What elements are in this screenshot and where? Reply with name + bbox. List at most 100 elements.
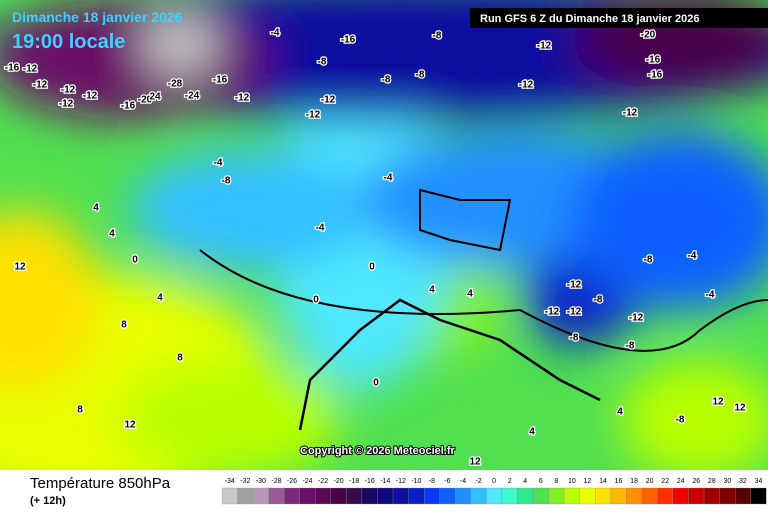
isotherm-label: 0 bbox=[369, 262, 375, 273]
color-swatch bbox=[532, 487, 549, 505]
color-swatch bbox=[330, 487, 347, 505]
isotherm-label: 0 bbox=[132, 255, 138, 266]
isotherm-label: -8 bbox=[570, 333, 579, 344]
scale-label: 14 bbox=[599, 478, 607, 485]
isotherm-label: -12 bbox=[629, 313, 644, 324]
date: Dimanche 18 janvier 2026 bbox=[12, 9, 183, 25]
isotherm-label: 8 bbox=[177, 353, 183, 364]
isotherm-label: 24 bbox=[149, 92, 161, 103]
scale-label: -34 bbox=[225, 478, 235, 485]
scale-label: -10 bbox=[411, 478, 421, 485]
run-info: Run GFS 6 Z du Dimanche 18 janvier 2026 bbox=[480, 13, 699, 25]
scale-label: 30 bbox=[723, 478, 731, 485]
isotherm-labels: -16 -12-12 -12-12-12 -16-2024-28-24-16-12-4… bbox=[4, 26, 748, 469]
scale-label: -32 bbox=[240, 478, 250, 485]
isotherm-label: -8 bbox=[594, 295, 603, 306]
color-swatch bbox=[735, 487, 751, 505]
isotherm-label: 12 bbox=[712, 397, 724, 408]
color-swatch bbox=[501, 487, 518, 505]
isotherm-label: 4 bbox=[617, 407, 623, 418]
scale-label: 8 bbox=[554, 478, 558, 485]
isotherm-label: 0 bbox=[373, 378, 379, 389]
color-swatch bbox=[688, 487, 705, 505]
isotherm-label: -4 bbox=[688, 251, 697, 262]
isotherm-label: -12 bbox=[59, 99, 74, 110]
scale-label: -12 bbox=[396, 478, 406, 485]
color-swatch bbox=[657, 487, 674, 505]
color-swatch bbox=[361, 487, 378, 505]
color-swatch bbox=[610, 487, 627, 505]
isotherm-label: -16 bbox=[341, 35, 356, 46]
scale-label: 6 bbox=[539, 478, 543, 485]
color-swatch bbox=[579, 487, 596, 505]
isotherm-label: -8 bbox=[416, 70, 425, 81]
isotherm-label: 8 bbox=[121, 320, 127, 331]
scale-label: 18 bbox=[630, 478, 638, 485]
scale-label: -26 bbox=[287, 478, 297, 485]
isotherm-label: -12 bbox=[537, 41, 552, 52]
isotherm-label: -16 bbox=[5, 63, 20, 74]
legend-title: Température 850hPa bbox=[30, 475, 171, 492]
scale-label: 10 bbox=[568, 478, 576, 485]
isotherm-label: -12 bbox=[23, 64, 38, 75]
color-swatch bbox=[703, 487, 720, 505]
scale-label: -22 bbox=[318, 478, 328, 485]
scale-label: -14 bbox=[380, 478, 390, 485]
isotherm-label: -12 bbox=[33, 80, 48, 91]
color-scale: -34 -32 -30 -28 -26 -24 -22 -20 -18 -16 -14 -12 -10-… bbox=[221, 478, 767, 505]
color-swatch bbox=[237, 487, 254, 505]
isotherm-label: -24 bbox=[185, 91, 200, 102]
color-swatch bbox=[299, 487, 316, 505]
isotherm-label: -12 bbox=[567, 307, 582, 318]
color-swatch bbox=[439, 487, 456, 505]
isotherm-label: -12 bbox=[83, 91, 98, 102]
isotherm-label: -8 bbox=[222, 176, 231, 187]
color-swatch bbox=[750, 487, 767, 505]
scale-label: 34 bbox=[755, 478, 763, 485]
color-swatch bbox=[455, 487, 471, 505]
isotherm-label: -8 bbox=[433, 31, 442, 42]
color-swatch bbox=[408, 487, 425, 505]
isotherm-label: -20 bbox=[641, 30, 656, 41]
time: 19:00 locale bbox=[12, 31, 125, 53]
scale-label: 28 bbox=[708, 478, 716, 485]
color-swatch bbox=[517, 487, 534, 505]
isotherm-label: 0 bbox=[313, 295, 319, 306]
legend-subtitle: (+ 12h) bbox=[30, 495, 66, 507]
isotherm-label: -8 bbox=[676, 415, 685, 426]
color-swatch bbox=[563, 487, 580, 505]
color-swatch bbox=[719, 487, 736, 505]
isotherm-label: -16 bbox=[121, 101, 136, 112]
scale-label: 22 bbox=[661, 478, 669, 485]
scale-label: 16 bbox=[615, 478, 623, 485]
color-swatch bbox=[595, 487, 611, 505]
run-box bbox=[470, 8, 768, 28]
scale-label: 24 bbox=[677, 478, 685, 485]
scale-label: 26 bbox=[692, 478, 700, 485]
color-swatch bbox=[392, 487, 409, 505]
isotherm-label: -12 bbox=[61, 85, 76, 96]
isotherm-label: -12 bbox=[545, 307, 560, 318]
isotherm-label: -16 bbox=[648, 70, 663, 81]
isotherm-label: -20 bbox=[138, 95, 153, 106]
color-swatch bbox=[377, 487, 394, 505]
scale-label: 2 bbox=[508, 478, 512, 485]
scale-label: 12 bbox=[584, 478, 592, 485]
scale-label: -18 bbox=[349, 478, 359, 485]
color-swatch bbox=[423, 487, 440, 505]
color-swatch bbox=[672, 487, 689, 505]
isotherm-label: -12 bbox=[235, 93, 250, 104]
isotherm-label: -12 bbox=[306, 110, 321, 121]
scale-label: -6 bbox=[444, 478, 450, 485]
isotherm-label: 4 bbox=[529, 427, 535, 438]
color-swatch bbox=[315, 487, 331, 505]
isotherm-label: -4 bbox=[271, 28, 280, 39]
scale-label: -8 bbox=[429, 478, 435, 485]
isotherm-label: 4 bbox=[93, 203, 99, 214]
scale-label: -2 bbox=[475, 478, 481, 485]
isotherm-label: 12 bbox=[14, 262, 26, 273]
isotherm-label: -12 bbox=[519, 80, 534, 91]
isotherm-label: -4 bbox=[214, 158, 223, 169]
